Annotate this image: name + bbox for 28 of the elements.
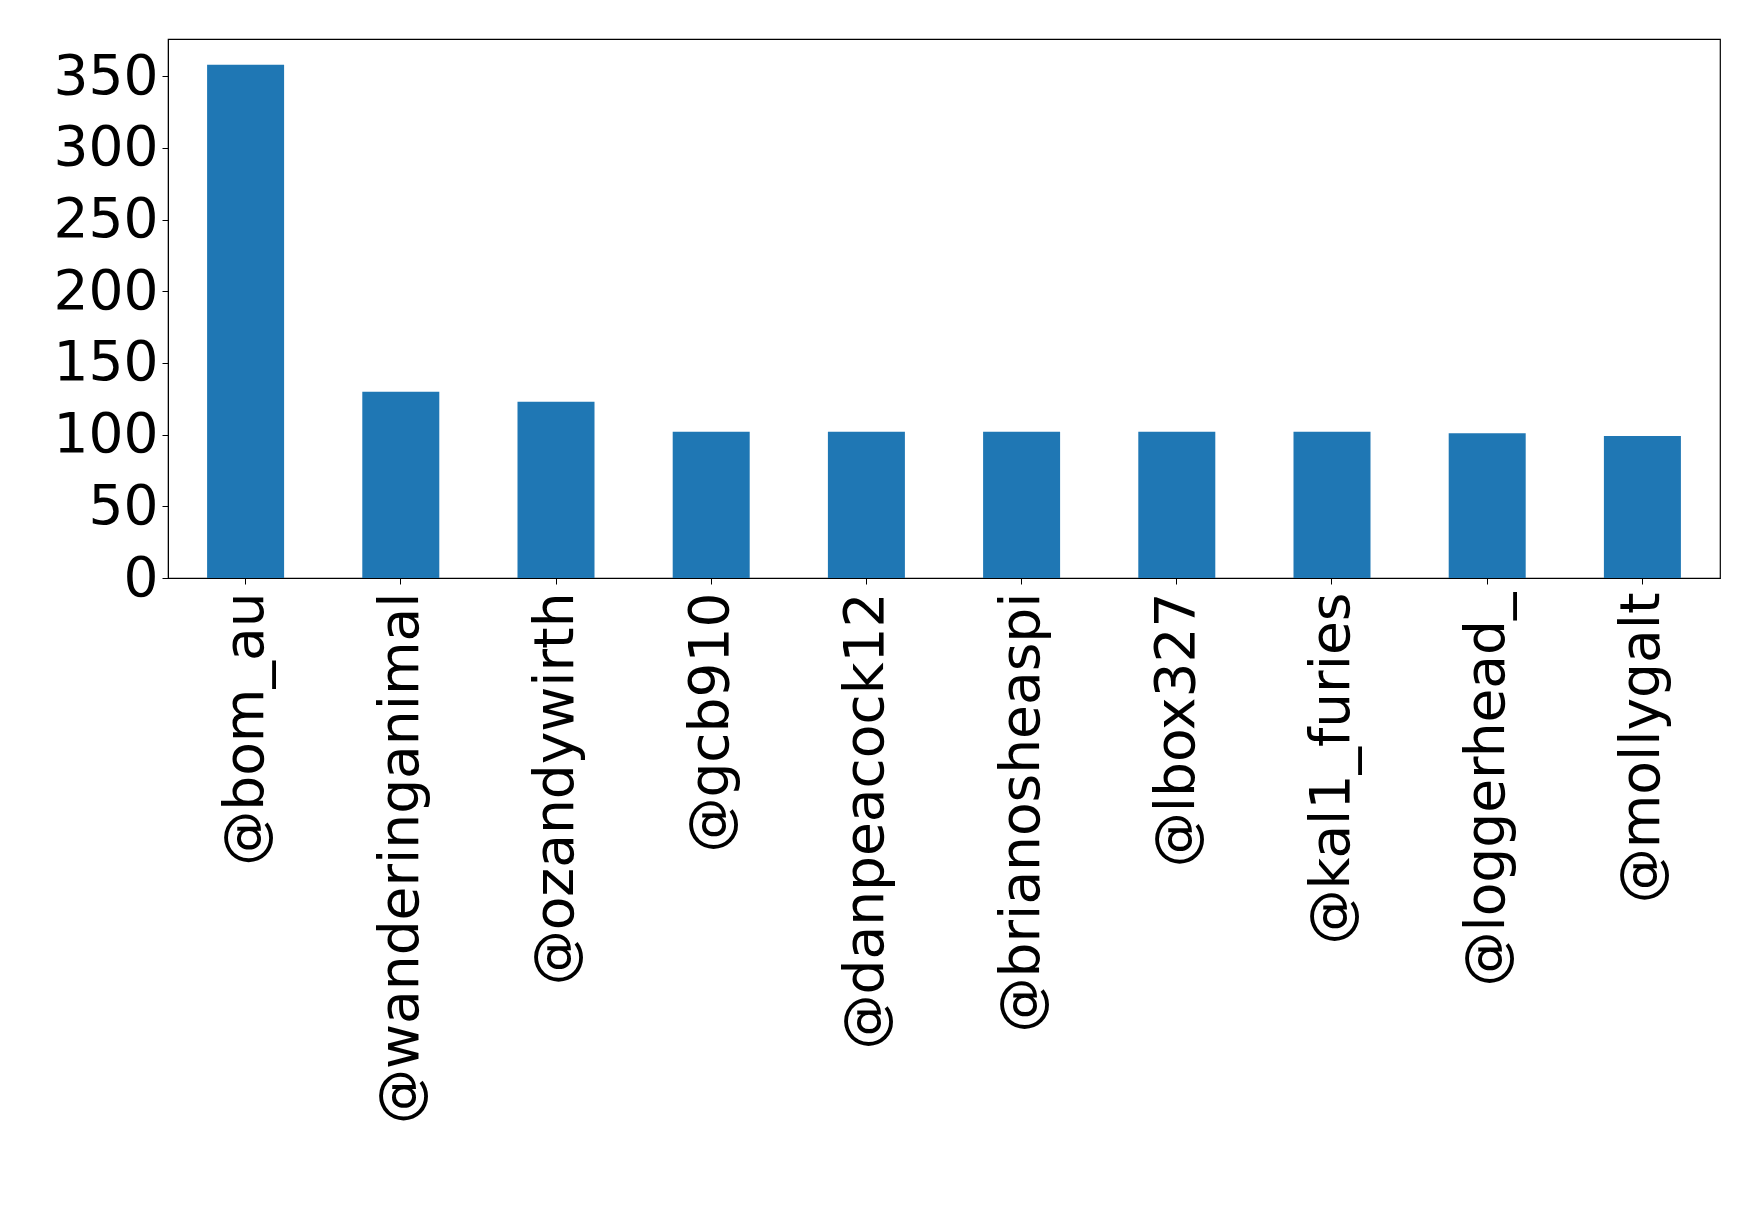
bar (362, 391, 440, 578)
x-tick-label: @brianosheaspi (987, 592, 1052, 1033)
y-tick-label: 200 (53, 257, 159, 322)
x-tick-label: @gcb910 (677, 592, 742, 853)
bar (827, 431, 905, 578)
y-tick-label: 150 (53, 329, 159, 394)
bar (1448, 433, 1526, 578)
bar (1138, 431, 1216, 578)
bar (672, 431, 750, 578)
bar (1603, 436, 1681, 578)
bar (1293, 431, 1371, 578)
x-tick-label: @ozandywirth (522, 592, 586, 986)
x-tick-label: @loggerhead_ (1453, 591, 1518, 987)
bar (983, 431, 1061, 578)
x-tick-label: @kal1_furies (1298, 592, 1362, 945)
bar (207, 64, 285, 578)
x-tick-label: @bom_au (211, 592, 276, 866)
bar (517, 401, 595, 578)
y-tick-label: 300 (53, 114, 159, 179)
y-tick-label: 250 (53, 186, 159, 251)
x-tick-label: @wanderinganimal (366, 592, 431, 1124)
y-tick-label: 350 (53, 42, 159, 107)
y-tick-label: 100 (53, 401, 159, 466)
x-tick-label: @lbox327 (1142, 592, 1207, 868)
x-tick-label: @danpeacock12 (832, 592, 897, 1050)
y-tick-label: 50 (88, 472, 159, 537)
y-tick-label: 0 (123, 544, 159, 609)
x-tick-label: @mollygalt (1608, 592, 1673, 904)
